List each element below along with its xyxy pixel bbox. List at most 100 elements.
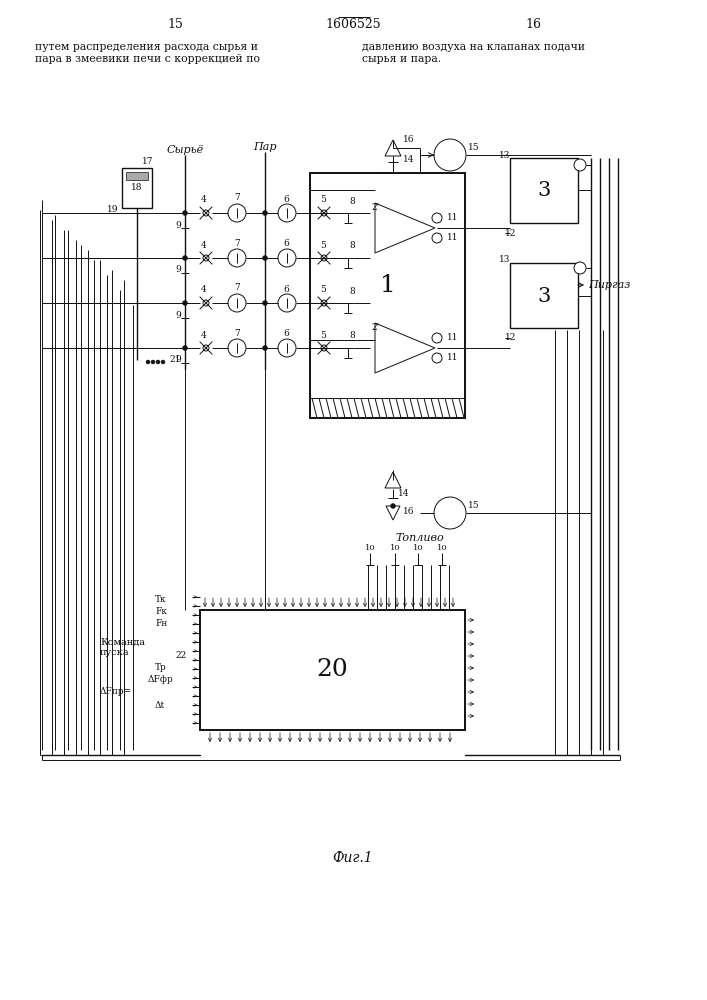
Circle shape <box>390 504 395 508</box>
Circle shape <box>262 211 267 216</box>
Circle shape <box>203 345 209 351</box>
Text: 9: 9 <box>175 221 181 230</box>
Text: 22: 22 <box>175 650 186 660</box>
Bar <box>510 158 578 223</box>
Circle shape <box>151 360 155 364</box>
Text: Tр: Tр <box>155 662 167 672</box>
Text: 6: 6 <box>283 284 289 294</box>
Text: 3: 3 <box>537 286 551 306</box>
Text: 5: 5 <box>320 196 326 205</box>
Text: 8: 8 <box>349 332 355 340</box>
Text: 11: 11 <box>447 354 459 362</box>
Text: Fн: Fн <box>155 618 168 628</box>
Circle shape <box>434 139 466 171</box>
Text: 10: 10 <box>437 544 448 552</box>
Text: 9: 9 <box>175 265 181 274</box>
Bar <box>122 168 152 208</box>
Text: 16: 16 <box>403 508 414 516</box>
Circle shape <box>574 262 586 274</box>
Polygon shape <box>375 323 435 373</box>
Text: Пар: Пар <box>253 142 276 152</box>
Text: Δt: Δt <box>155 700 165 710</box>
Text: 15: 15 <box>468 143 479 152</box>
Circle shape <box>228 294 246 312</box>
Circle shape <box>182 211 187 216</box>
Circle shape <box>228 249 246 267</box>
Circle shape <box>321 255 327 261</box>
Circle shape <box>321 210 327 216</box>
Text: путем распределения расхода сырья и
пара в змеевики печи с коррекцией по: путем распределения расхода сырья и пара… <box>35 42 260 64</box>
Bar <box>200 610 465 730</box>
Text: давлению воздуха на клапанах подачи
сырья и пара.: давлению воздуха на клапанах подачи сырь… <box>362 42 585 64</box>
Text: 14: 14 <box>398 489 409 498</box>
Text: 4: 4 <box>201 240 207 249</box>
Circle shape <box>203 300 209 306</box>
Circle shape <box>278 204 296 222</box>
Circle shape <box>432 333 442 343</box>
Text: 6: 6 <box>283 239 289 248</box>
Circle shape <box>262 255 267 260</box>
Text: Tк: Tк <box>155 595 167 604</box>
Text: Fк: Fк <box>155 607 167 616</box>
Circle shape <box>321 300 327 306</box>
Text: Сырьё: Сырьё <box>166 145 204 155</box>
Circle shape <box>278 294 296 312</box>
Text: 18: 18 <box>132 184 143 192</box>
Text: 13: 13 <box>499 255 510 264</box>
Text: 7: 7 <box>234 284 240 292</box>
Text: ΔFфр: ΔFфр <box>148 674 174 684</box>
Text: 4: 4 <box>201 286 207 294</box>
Text: 5: 5 <box>320 330 326 340</box>
Text: 6: 6 <box>283 330 289 338</box>
Text: 17: 17 <box>142 157 153 166</box>
Polygon shape <box>386 506 400 520</box>
Text: 12: 12 <box>505 334 516 342</box>
Circle shape <box>146 360 150 364</box>
Circle shape <box>182 300 187 306</box>
Text: 10: 10 <box>365 544 375 552</box>
Polygon shape <box>385 140 401 156</box>
Circle shape <box>278 249 296 267</box>
Bar <box>126 172 148 180</box>
Circle shape <box>432 233 442 243</box>
Circle shape <box>161 360 165 364</box>
Circle shape <box>262 346 267 351</box>
Text: 4: 4 <box>201 330 207 340</box>
Text: 10: 10 <box>390 544 400 552</box>
Circle shape <box>432 353 442 363</box>
Circle shape <box>228 339 246 357</box>
Text: 6: 6 <box>283 194 289 204</box>
Text: 7: 7 <box>234 194 240 202</box>
Text: 13: 13 <box>499 150 510 159</box>
Circle shape <box>574 159 586 171</box>
Text: 19: 19 <box>107 206 119 215</box>
Text: Топливо: Топливо <box>396 533 445 543</box>
Circle shape <box>203 210 209 216</box>
Polygon shape <box>375 203 435 253</box>
Circle shape <box>156 360 160 364</box>
Circle shape <box>434 497 466 529</box>
Text: 4: 4 <box>201 196 207 205</box>
Text: 2': 2' <box>372 204 380 213</box>
Text: 11: 11 <box>447 334 459 342</box>
Text: 10: 10 <box>413 544 423 552</box>
Circle shape <box>278 339 296 357</box>
Text: ΔFпр=: ΔFпр= <box>100 688 132 696</box>
Text: 1606525: 1606525 <box>325 17 381 30</box>
Text: 2': 2' <box>372 324 380 332</box>
Text: Пиргаз: Пиргаз <box>588 280 631 290</box>
Text: 9: 9 <box>175 356 181 364</box>
Text: 3: 3 <box>537 180 551 200</box>
Text: 16: 16 <box>525 17 541 30</box>
Text: Фиг.1: Фиг.1 <box>333 851 373 865</box>
Text: Команда
пуска: Команда пуска <box>100 638 145 657</box>
Text: 7: 7 <box>234 328 240 338</box>
Text: 8: 8 <box>349 286 355 296</box>
Circle shape <box>432 213 442 223</box>
Text: 20: 20 <box>317 658 349 682</box>
Polygon shape <box>385 472 401 488</box>
Text: 7: 7 <box>234 238 240 247</box>
Text: 12: 12 <box>505 229 516 237</box>
Text: 11: 11 <box>447 214 459 223</box>
Text: 5: 5 <box>320 286 326 294</box>
